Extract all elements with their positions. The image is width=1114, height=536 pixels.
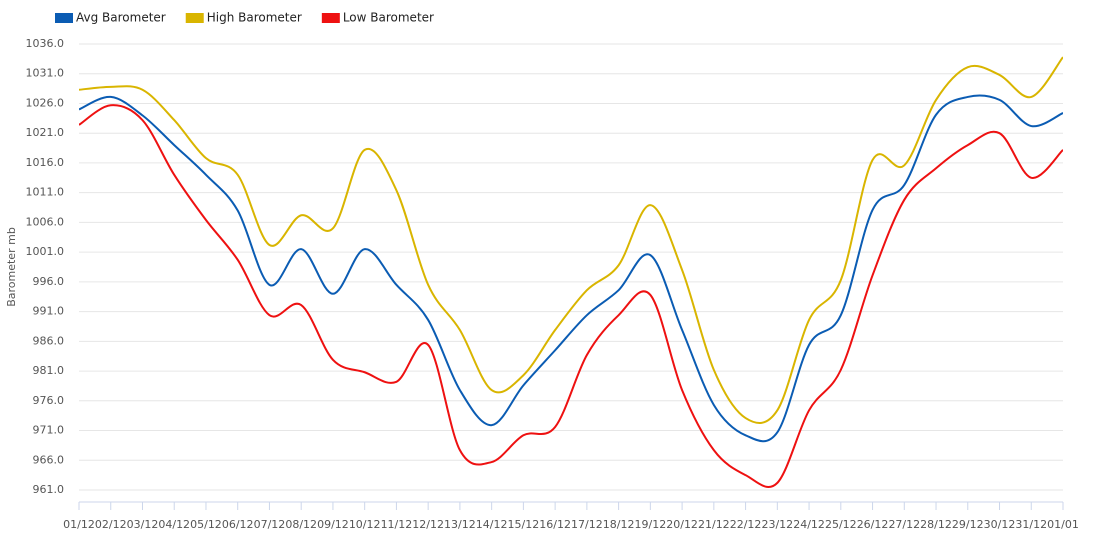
legend: Avg Barometer High Barometer Low Barometer xyxy=(55,11,434,25)
y-tick-label: 1026.0 xyxy=(26,96,65,109)
x-tick-label: 03/12 xyxy=(127,518,159,531)
y-tick-label: 976.0 xyxy=(33,394,65,407)
x-tick-label: 31/12 xyxy=(1015,518,1047,531)
y-tick-label: 991.0 xyxy=(33,305,65,318)
y-tick-label: 966.0 xyxy=(33,453,65,466)
x-tick-label: 26/12 xyxy=(857,518,889,531)
y-tick-label: 981.0 xyxy=(33,364,65,377)
x-tick-label: 16/12 xyxy=(539,518,571,531)
x-tick-label: 04/12 xyxy=(158,518,190,531)
x-tick-label: 08/12 xyxy=(285,518,317,531)
x-tick-label: 27/12 xyxy=(888,518,920,531)
x-tick-label: 09/12 xyxy=(317,518,349,531)
x-tick-label: 21/12 xyxy=(698,518,730,531)
x-tick-label: 29/12 xyxy=(952,518,984,531)
legend-label: High Barometer xyxy=(207,11,302,25)
y-axis-label: Barometer mb xyxy=(5,227,18,307)
y-tick-label: 1031.0 xyxy=(26,67,65,80)
series-line xyxy=(79,94,1063,443)
legend-swatch xyxy=(55,13,73,23)
y-tick-label: 996.0 xyxy=(33,275,65,288)
x-tick-label: 23/12 xyxy=(761,518,793,531)
legend-swatch xyxy=(185,13,204,23)
x-tick-label: 01/12 xyxy=(63,518,95,531)
y-tick-label: 971.0 xyxy=(33,424,65,437)
series-line xyxy=(79,56,1063,424)
x-tick-label: 30/12 xyxy=(984,518,1016,531)
y-tick-label: 1021.0 xyxy=(26,126,65,139)
x-tick-label: 11/12 xyxy=(381,518,413,531)
legend-label: Avg Barometer xyxy=(76,11,166,25)
x-tick-label: 14/12 xyxy=(476,518,508,531)
x-tick-label: 01/01 xyxy=(1047,518,1079,531)
x-tick-label: 24/12 xyxy=(793,518,825,531)
y-tick-label: 1006.0 xyxy=(26,215,65,228)
series-line xyxy=(79,104,1063,488)
x-tick-label: 02/12 xyxy=(95,518,127,531)
x-tick-label: 10/12 xyxy=(349,518,381,531)
x-tick-label: 19/12 xyxy=(635,518,667,531)
x-tick-label: 20/12 xyxy=(666,518,698,531)
x-tick-label: 12/12 xyxy=(412,518,444,531)
y-tick-label: 961.0 xyxy=(33,483,65,496)
y-tick-label: 1001.0 xyxy=(26,245,65,258)
x-tick-label: 05/12 xyxy=(190,518,222,531)
x-tick-label: 28/12 xyxy=(920,518,952,531)
legend-label: Low Barometer xyxy=(343,11,434,25)
y-tick-label: 1016.0 xyxy=(26,156,65,169)
y-tick-label: 1036.0 xyxy=(26,37,65,50)
x-tick-label: 17/12 xyxy=(571,518,603,531)
y-tick-label: 986.0 xyxy=(33,334,65,347)
legend-swatch xyxy=(321,13,340,23)
x-tick-label: 15/12 xyxy=(508,518,540,531)
x-tick-label: 22/12 xyxy=(730,518,762,531)
x-tick-label: 06/12 xyxy=(222,518,254,531)
x-tick-label: 25/12 xyxy=(825,518,857,531)
x-tick-label: 18/12 xyxy=(603,518,635,531)
y-tick-label: 1011.0 xyxy=(26,186,65,199)
x-tick-label: 07/12 xyxy=(254,518,286,531)
x-tick-label: 13/12 xyxy=(444,518,476,531)
